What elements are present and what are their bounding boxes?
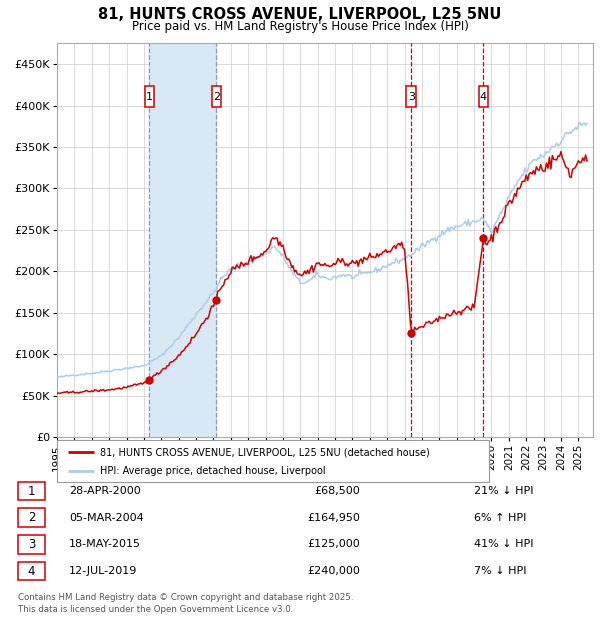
Text: 7% ↓ HPI: 7% ↓ HPI: [474, 566, 527, 576]
Text: 6% ↑ HPI: 6% ↑ HPI: [474, 513, 526, 523]
FancyBboxPatch shape: [212, 86, 221, 107]
Text: 28-APR-2000: 28-APR-2000: [69, 486, 141, 496]
Text: 18-MAY-2015: 18-MAY-2015: [69, 539, 141, 549]
FancyBboxPatch shape: [57, 440, 489, 482]
Text: HPI: Average price, detached house, Liverpool: HPI: Average price, detached house, Live…: [100, 466, 326, 476]
Text: 81, HUNTS CROSS AVENUE, LIVERPOOL, L25 5NU (detached house): 81, HUNTS CROSS AVENUE, LIVERPOOL, L25 5…: [100, 447, 430, 457]
Text: 12-JUL-2019: 12-JUL-2019: [69, 566, 137, 576]
Text: 3: 3: [407, 92, 415, 102]
Text: Contains HM Land Registry data © Crown copyright and database right 2025.
This d: Contains HM Land Registry data © Crown c…: [18, 593, 353, 614]
FancyBboxPatch shape: [479, 86, 488, 107]
Text: 4: 4: [28, 565, 35, 577]
FancyBboxPatch shape: [145, 86, 154, 107]
Text: 2: 2: [28, 512, 35, 524]
Text: £164,950: £164,950: [307, 513, 360, 523]
Text: £125,000: £125,000: [307, 539, 360, 549]
Text: 81, HUNTS CROSS AVENUE, LIVERPOOL, L25 5NU: 81, HUNTS CROSS AVENUE, LIVERPOOL, L25 5…: [98, 7, 502, 22]
Text: £240,000: £240,000: [307, 566, 360, 576]
FancyBboxPatch shape: [406, 86, 416, 107]
Text: 05-MAR-2004: 05-MAR-2004: [69, 513, 144, 523]
Text: 2: 2: [213, 92, 220, 102]
Bar: [149, 43, 217, 437]
Text: Price paid vs. HM Land Registry's House Price Index (HPI): Price paid vs. HM Land Registry's House …: [131, 20, 469, 33]
Text: 1: 1: [146, 92, 153, 102]
Text: 3: 3: [28, 538, 35, 551]
Text: 1: 1: [28, 485, 35, 497]
Text: 41% ↓ HPI: 41% ↓ HPI: [474, 539, 533, 549]
Text: £68,500: £68,500: [314, 486, 360, 496]
Text: 21% ↓ HPI: 21% ↓ HPI: [474, 486, 533, 496]
Text: 4: 4: [480, 92, 487, 102]
